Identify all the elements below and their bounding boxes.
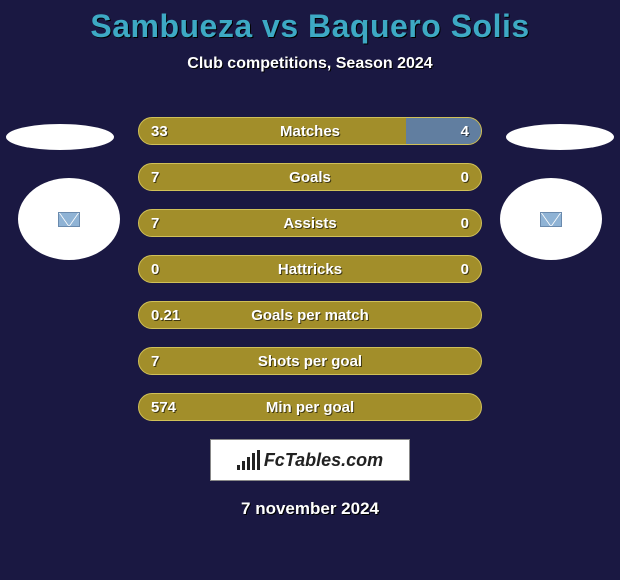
stats-list: Matches334Goals70Assists70Hattricks00Goa… [138,117,482,421]
stat-label: Min per goal [139,394,481,421]
player-right-oval [506,124,614,150]
stat-right-value: 0 [461,256,469,283]
stat-left-value: 574 [151,394,176,421]
logo-bars-icon [237,450,260,470]
stat-label: Goals [139,164,481,191]
stat-left-value: 7 [151,210,159,237]
stat-label: Goals per match [139,302,481,329]
logo-text: FcTables.com [264,450,383,471]
stat-right-value: 0 [461,164,469,191]
stat-row: Hattricks0 0 [138,255,482,283]
stat-left-value: 0 [151,256,159,283]
stat-row: Goals7 0 [138,163,482,191]
comparison-title: Sambueza vs Baquero Solis [0,0,620,45]
stat-left-value: 7 [151,348,159,375]
stat-left-value: 0.21 [151,302,180,329]
stat-label: Matches [139,118,481,145]
player-left-oval [6,124,114,150]
stat-row: Shots per goal7 [138,347,482,375]
snapshot-date: 7 november 2024 [0,499,620,519]
player-left-avatar [18,178,120,260]
comparison-subtitle: Club competitions, Season 2024 [0,55,620,73]
stat-row: Matches33 4 [138,117,482,145]
stat-right-value: 0 [461,210,469,237]
stat-left-value: 7 [151,164,159,191]
stat-label: Assists [139,210,481,237]
image-placeholder-icon [58,212,80,227]
stat-left-value: 33 [151,118,168,145]
fctables-logo: FcTables.com [210,439,410,481]
stat-row: Assists7 0 [138,209,482,237]
stat-label: Shots per goal [139,348,481,375]
stat-label: Hattricks [139,256,481,283]
stat-row: Min per goal574 [138,393,482,421]
player-right-avatar [500,178,602,260]
stat-row: Goals per match0.21 [138,301,482,329]
stat-right-value: 4 [461,118,469,145]
image-placeholder-icon [540,212,562,227]
